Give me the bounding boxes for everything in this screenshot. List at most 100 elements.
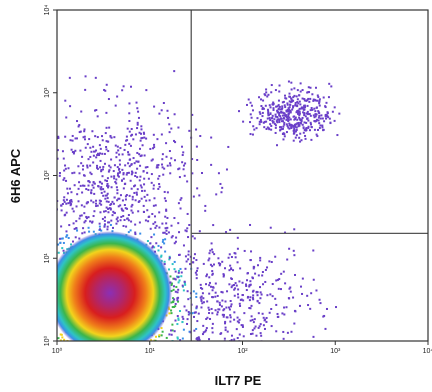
event-dot bbox=[185, 309, 188, 312]
event-dot bbox=[274, 131, 277, 134]
event-dot bbox=[92, 161, 95, 164]
event-dot bbox=[129, 179, 132, 182]
event-dot bbox=[205, 275, 208, 278]
event-dot bbox=[307, 126, 310, 129]
event-dot bbox=[215, 193, 218, 196]
event-dot bbox=[301, 277, 304, 280]
event-dot bbox=[289, 290, 292, 293]
event-dot bbox=[230, 277, 233, 280]
event-dot bbox=[297, 121, 300, 124]
event-dot bbox=[131, 133, 134, 136]
event-dot bbox=[317, 116, 320, 119]
event-dot bbox=[290, 124, 293, 127]
event-dot bbox=[94, 109, 97, 112]
event-dot bbox=[269, 119, 272, 122]
event-dot bbox=[60, 209, 63, 212]
event-dot bbox=[176, 337, 179, 340]
event-dot bbox=[311, 93, 314, 96]
event-dot bbox=[180, 275, 183, 278]
event-dot bbox=[89, 164, 92, 167]
event-dot bbox=[222, 313, 225, 316]
event-dot bbox=[177, 288, 180, 291]
event-dot bbox=[107, 186, 110, 189]
event-dot bbox=[283, 112, 286, 115]
event-dot bbox=[85, 188, 88, 191]
event-dot bbox=[57, 157, 59, 160]
event-dot bbox=[108, 221, 111, 224]
event-dot bbox=[225, 168, 228, 171]
event-dot bbox=[272, 102, 275, 105]
event-dot bbox=[232, 284, 235, 287]
event-dot bbox=[173, 139, 176, 142]
event-dot bbox=[249, 101, 252, 104]
event-dot bbox=[181, 284, 184, 287]
y-axis-title: 6H6 APC bbox=[8, 148, 23, 203]
event-dot bbox=[156, 166, 159, 169]
event-dot bbox=[306, 110, 309, 113]
event-dot bbox=[177, 296, 180, 299]
event-dot bbox=[240, 324, 243, 327]
event-dot bbox=[206, 316, 209, 319]
event-dot bbox=[148, 199, 151, 202]
event-dot bbox=[281, 127, 284, 130]
event-dot bbox=[65, 235, 68, 238]
event-dot bbox=[315, 289, 318, 292]
event-dot bbox=[233, 338, 236, 341]
event-dot bbox=[275, 303, 278, 306]
event-dot bbox=[97, 185, 100, 188]
event-dot bbox=[279, 115, 282, 118]
event-dot bbox=[168, 123, 171, 126]
y-tick-label: 10⁴ bbox=[44, 5, 51, 16]
event-dot bbox=[96, 152, 99, 155]
event-dot bbox=[165, 142, 168, 145]
event-dot bbox=[181, 285, 184, 288]
event-dot bbox=[169, 164, 172, 167]
event-dot bbox=[294, 273, 297, 276]
event-dot bbox=[133, 185, 136, 188]
event-dot bbox=[96, 166, 99, 169]
event-dot bbox=[284, 282, 287, 285]
event-dot bbox=[113, 164, 116, 167]
event-dot bbox=[59, 339, 62, 341]
event-dot bbox=[130, 163, 133, 166]
event-dot bbox=[312, 114, 315, 117]
event-dot bbox=[65, 179, 68, 182]
event-dot bbox=[163, 242, 166, 245]
event-dot bbox=[110, 158, 113, 161]
event-dot bbox=[199, 135, 202, 138]
event-dot bbox=[266, 343, 268, 345]
event-dot bbox=[211, 265, 214, 268]
event-dot bbox=[285, 123, 288, 126]
event-dot bbox=[250, 250, 253, 253]
event-dot bbox=[265, 316, 268, 319]
event-dot bbox=[52, 317, 54, 319]
event-dot bbox=[139, 139, 142, 142]
event-dot bbox=[119, 147, 122, 150]
event-dot bbox=[281, 114, 284, 117]
event-dot bbox=[317, 95, 320, 98]
event-dot bbox=[183, 282, 186, 285]
event-dot bbox=[254, 325, 257, 328]
event-dot bbox=[208, 276, 211, 279]
event-dot bbox=[150, 339, 153, 341]
event-dot bbox=[151, 158, 154, 161]
event-dot bbox=[277, 104, 280, 107]
event-dot bbox=[328, 82, 331, 85]
event-dot bbox=[308, 91, 311, 94]
event-dot bbox=[63, 196, 66, 199]
event-dot bbox=[88, 230, 91, 233]
event-dot bbox=[138, 153, 141, 156]
event-dot bbox=[302, 131, 305, 134]
event-dot bbox=[276, 315, 279, 318]
event-dot bbox=[328, 117, 331, 120]
event-dot bbox=[177, 276, 180, 279]
event-dot bbox=[253, 327, 256, 330]
event-dot bbox=[298, 304, 301, 307]
event-dot bbox=[287, 118, 290, 121]
event-dot bbox=[170, 127, 173, 130]
event-dot bbox=[178, 341, 180, 343]
event-dot bbox=[168, 150, 171, 153]
event-dot bbox=[92, 145, 95, 148]
event-dot bbox=[110, 186, 113, 189]
event-dot bbox=[259, 259, 262, 262]
